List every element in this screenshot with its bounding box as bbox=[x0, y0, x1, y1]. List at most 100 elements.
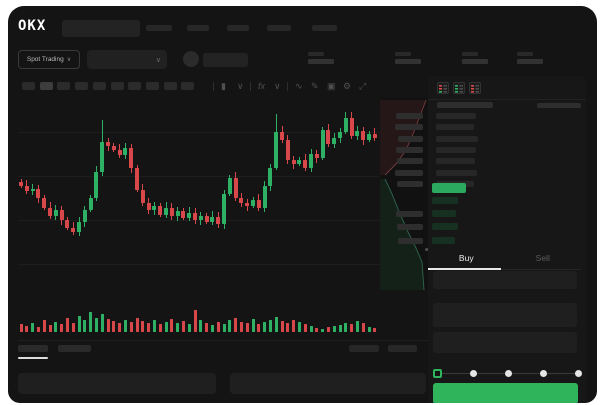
bids-book-icon[interactable] bbox=[453, 82, 465, 94]
ticker-stat-value bbox=[517, 59, 543, 64]
orderbook-view-toggle-row bbox=[428, 76, 586, 100]
candlestick bbox=[233, 178, 238, 198]
settings-icon[interactable]: ⚙ bbox=[343, 81, 352, 91]
combined-book-icon[interactable] bbox=[437, 82, 449, 94]
candlestick bbox=[314, 154, 319, 158]
nav-item[interactable] bbox=[146, 25, 172, 31]
slider-stop[interactable] bbox=[505, 370, 512, 377]
chevron-down-icon: ∨ bbox=[155, 56, 161, 64]
order-form-field-0[interactable] bbox=[433, 271, 577, 289]
candlestick bbox=[140, 190, 145, 203]
timeframe-button[interactable] bbox=[163, 82, 177, 90]
candlestick bbox=[297, 160, 302, 164]
toolbar-divider bbox=[250, 82, 251, 91]
volume-bar bbox=[135, 318, 139, 332]
volume-bar bbox=[65, 318, 69, 332]
app-window: OKX Spot Trading ∨ ∨ ▮ ∨ fx ∨ ∿ ✎ ▣ ⚙ ⤢ bbox=[8, 6, 597, 403]
pair-selector[interactable]: ∨ bbox=[87, 50, 167, 69]
volume-bar bbox=[321, 329, 325, 332]
ask-row-price[interactable] bbox=[436, 124, 474, 131]
candlestick bbox=[48, 208, 52, 216]
candlestick bbox=[367, 134, 371, 140]
bottom-action[interactable] bbox=[349, 345, 379, 352]
timeframe-button[interactable] bbox=[110, 82, 124, 90]
bid-row-price[interactable] bbox=[432, 197, 458, 204]
ask-row-amount bbox=[395, 124, 423, 131]
volume-bar bbox=[89, 312, 93, 332]
tab-buy[interactable]: Buy bbox=[428, 246, 505, 270]
candle-style-icon[interactable]: ▮ bbox=[221, 81, 226, 91]
bid-row-price[interactable] bbox=[432, 236, 455, 244]
nav-item[interactable] bbox=[227, 25, 249, 31]
timeframe-button[interactable] bbox=[181, 82, 195, 90]
nav-item[interactable] bbox=[312, 25, 337, 31]
search-input[interactable] bbox=[62, 20, 140, 37]
volume-bar bbox=[257, 324, 261, 332]
ticker-stat-label bbox=[517, 52, 533, 56]
timeframe-button[interactable] bbox=[128, 82, 142, 90]
chevron-down-icon[interactable]: ∨ bbox=[237, 81, 244, 91]
ask-row-amount bbox=[396, 113, 423, 119]
indicators-icon[interactable]: fx bbox=[258, 81, 266, 91]
ticker-stat-value bbox=[395, 59, 421, 64]
fullscreen-icon[interactable]: ⤢ bbox=[359, 81, 367, 91]
volume-bar bbox=[158, 324, 162, 332]
bottom-tab[interactable] bbox=[18, 345, 48, 352]
ask-row-price[interactable] bbox=[436, 135, 478, 142]
slider-stop[interactable] bbox=[470, 370, 477, 377]
line-tool-icon[interactable]: ∿ bbox=[295, 81, 303, 91]
volume-bar bbox=[303, 324, 307, 332]
candlestick bbox=[361, 131, 366, 140]
order-form-field-1[interactable] bbox=[433, 303, 577, 327]
chevron-down-icon[interactable]: ∨ bbox=[274, 81, 281, 91]
timeframe-button[interactable] bbox=[57, 82, 71, 90]
candlestick bbox=[24, 186, 29, 191]
camera-icon[interactable]: ▣ bbox=[327, 81, 336, 91]
ask-row-amount bbox=[397, 180, 423, 187]
candlestick bbox=[123, 148, 128, 155]
volume-bar bbox=[292, 320, 296, 332]
tab-sell[interactable]: Sell bbox=[505, 246, 582, 269]
buy-submit-button[interactable] bbox=[433, 383, 578, 403]
bid-row-amount bbox=[396, 211, 423, 218]
candlestick bbox=[65, 220, 70, 228]
ask-row-price[interactable] bbox=[436, 169, 477, 176]
volume-bar bbox=[210, 325, 214, 332]
ask-row-price[interactable] bbox=[436, 113, 476, 119]
ask-row-price[interactable] bbox=[436, 158, 475, 165]
candlestick-pane[interactable] bbox=[18, 98, 380, 290]
volume-bar bbox=[268, 320, 272, 332]
candlestick bbox=[152, 206, 157, 210]
last-price-badge[interactable] bbox=[432, 183, 466, 193]
timeframe-button[interactable] bbox=[75, 82, 89, 90]
candlestick bbox=[239, 198, 244, 203]
bid-row-price[interactable] bbox=[432, 223, 458, 231]
slider-stop[interactable] bbox=[540, 370, 547, 377]
drawing-tool-icon[interactable]: ✎ bbox=[311, 81, 319, 91]
candlestick bbox=[135, 168, 139, 190]
nav-item[interactable] bbox=[267, 25, 291, 31]
order-form-field-2[interactable] bbox=[433, 332, 577, 353]
timeframe-button[interactable] bbox=[39, 82, 53, 90]
volume-bar bbox=[205, 323, 209, 332]
timeframe-button[interactable] bbox=[22, 82, 35, 90]
volume-bar bbox=[147, 323, 151, 332]
candlestick bbox=[181, 211, 186, 218]
candlestick bbox=[129, 148, 134, 168]
bottom-tab[interactable] bbox=[58, 345, 91, 352]
slider-stop[interactable] bbox=[433, 369, 442, 378]
slider-stop[interactable] bbox=[575, 370, 582, 377]
market-type-selector[interactable]: Spot Trading ∨ bbox=[18, 50, 80, 69]
candlestick bbox=[268, 168, 273, 186]
bid-row-price[interactable] bbox=[432, 210, 456, 218]
timeframe-button[interactable] bbox=[92, 82, 106, 90]
candlestick bbox=[274, 132, 279, 168]
candlestick bbox=[355, 131, 360, 136]
volume-bar bbox=[170, 319, 174, 332]
candlestick bbox=[106, 142, 110, 146]
bottom-action[interactable] bbox=[388, 345, 417, 352]
timeframe-button[interactable] bbox=[145, 82, 159, 90]
nav-item[interactable] bbox=[187, 25, 209, 31]
asks-book-icon[interactable] bbox=[469, 82, 481, 94]
ask-row-price[interactable] bbox=[436, 146, 476, 153]
